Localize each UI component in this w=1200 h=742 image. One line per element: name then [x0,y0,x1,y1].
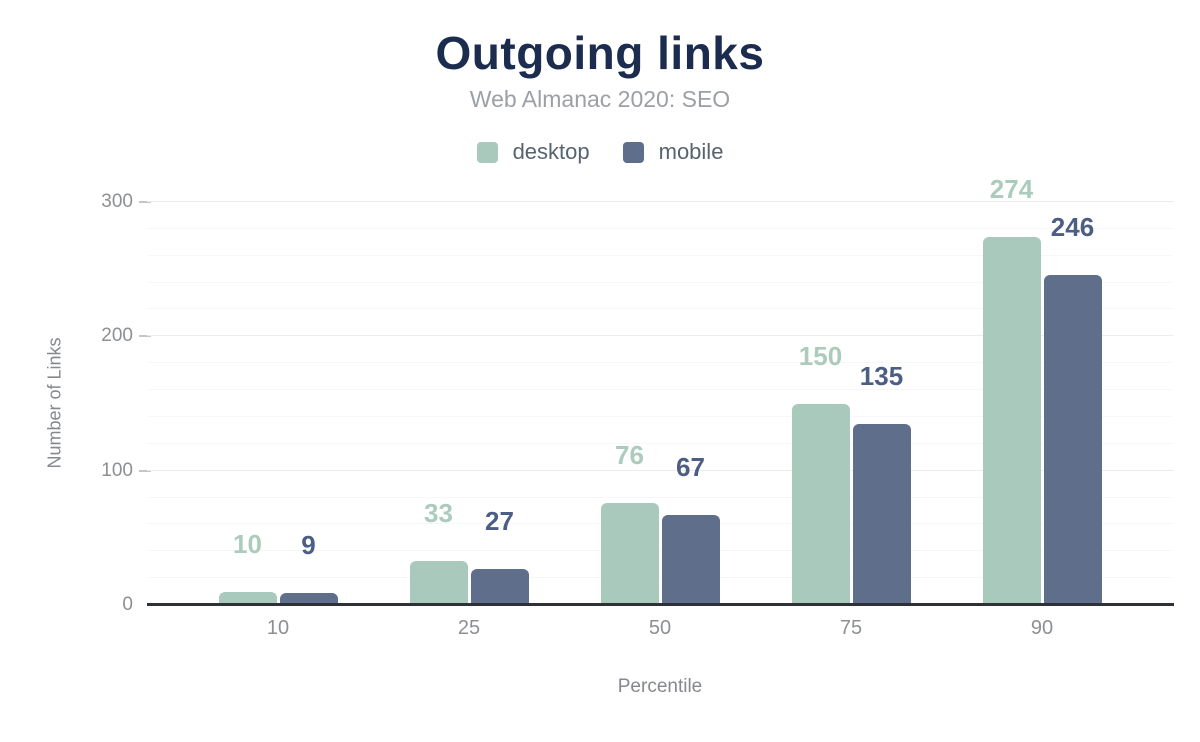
gridline-major [147,469,1173,471]
gridline-minor [147,227,1173,229]
bar-desktop-p10 [218,591,277,605]
legend-item-mobile: mobile [622,139,724,165]
bar-value-label-mobile: 27 [485,506,514,537]
bar-value-label-desktop: 10 [233,529,262,560]
y-tick-label: 300 [101,191,133,212]
bar-group-p90: 274 246 [982,174,1102,605]
gridline-minor [147,496,1173,498]
y-tick-mark [139,335,151,338]
legend: desktop mobile [0,139,1200,165]
bar-mobile-p50 [661,515,720,605]
gridline-minor [147,415,1173,417]
legend-label: desktop [512,139,590,164]
bar-desktop-p75 [791,403,850,605]
bar-group-p10: 10 9 [218,529,338,605]
x-axis-line [147,603,1174,606]
gridline-minor [147,577,1173,579]
chart-subtitle: Web Almanac 2020: SEO [469,86,731,112]
bar-value-label-mobile: 135 [859,361,904,392]
gridline-major [147,335,1173,337]
legend-swatch-mobile [622,141,644,163]
bar-column-desktop-p50: 76 [600,440,659,605]
y-tick-label: 0 [122,594,133,615]
bar-mobile-p25 [470,568,529,605]
bar-groups: 10 9 33 27 76 67 150 135 274 246 [147,175,1173,605]
bar-column-mobile-p90: 246 [1043,211,1102,605]
bar-group-p25: 33 27 [409,498,529,605]
legend-swatch-desktop [476,141,498,163]
x-axis-title: Percentile [617,676,703,697]
y-tick-label: 200 [101,325,133,347]
bar-column-desktop-p90: 274 [982,174,1041,605]
gridline-minor [147,281,1173,283]
bar-value-label-desktop: 274 [989,174,1034,205]
gridline-minor [147,523,1173,525]
plot-area: 10 9 33 27 76 67 150 135 274 246 [147,175,1173,605]
gridline-minor [147,550,1173,552]
bar-value-label-mobile: 9 [301,530,316,561]
bar-column-mobile-p50: 67 [661,452,720,605]
y-axis-title: Number of Links [44,337,65,469]
bar-column-desktop-p75: 150 [791,340,850,605]
legend-item-desktop: desktop [476,139,590,165]
bar-mobile-p10 [279,592,338,605]
gridline-minor [147,389,1173,391]
bar-value-label-desktop: 76 [615,440,644,471]
bar-value-label-mobile: 67 [676,452,705,483]
y-tick-mark [139,201,151,203]
x-tick-labels: 10 25 50 75 90 [147,617,1173,640]
bar-desktop-p25 [409,560,468,605]
legend-label: mobile [658,139,724,164]
bar-column-desktop-p10: 10 [218,529,277,605]
gridline-minor [147,442,1173,444]
chart-title: Outgoing links [435,27,765,79]
y-tick-label: 100 [101,459,133,481]
bar-desktop-p90 [982,236,1041,605]
bar-value-label-mobile: 246 [1050,211,1095,242]
gridline-minor [147,308,1173,310]
x-tick-label: 90 [1030,617,1054,639]
bar-group-p75: 150 135 [791,340,911,605]
bar-column-desktop-p25: 33 [409,498,468,605]
x-tick-label: 25 [457,617,481,639]
bar-mobile-p75 [852,423,911,605]
gridline-minor [147,254,1173,256]
x-tick-label: 10 [266,617,290,639]
gridline-minor [147,362,1173,364]
x-tick-label: 75 [839,617,863,639]
bar-value-label-desktop: 150 [798,340,843,371]
bar-desktop-p50 [600,502,659,605]
bar-value-label-desktop: 33 [424,498,453,529]
x-tick-label: 50 [648,617,672,639]
bar-group-p50: 76 67 [600,440,720,605]
bar-column-mobile-p10: 9 [279,530,338,605]
bar-column-mobile-p25: 27 [470,506,529,605]
y-tick-mark [139,469,151,472]
bar-column-mobile-p75: 135 [852,361,911,605]
bar-mobile-p90 [1043,274,1102,605]
gridline-major [147,201,1173,202]
